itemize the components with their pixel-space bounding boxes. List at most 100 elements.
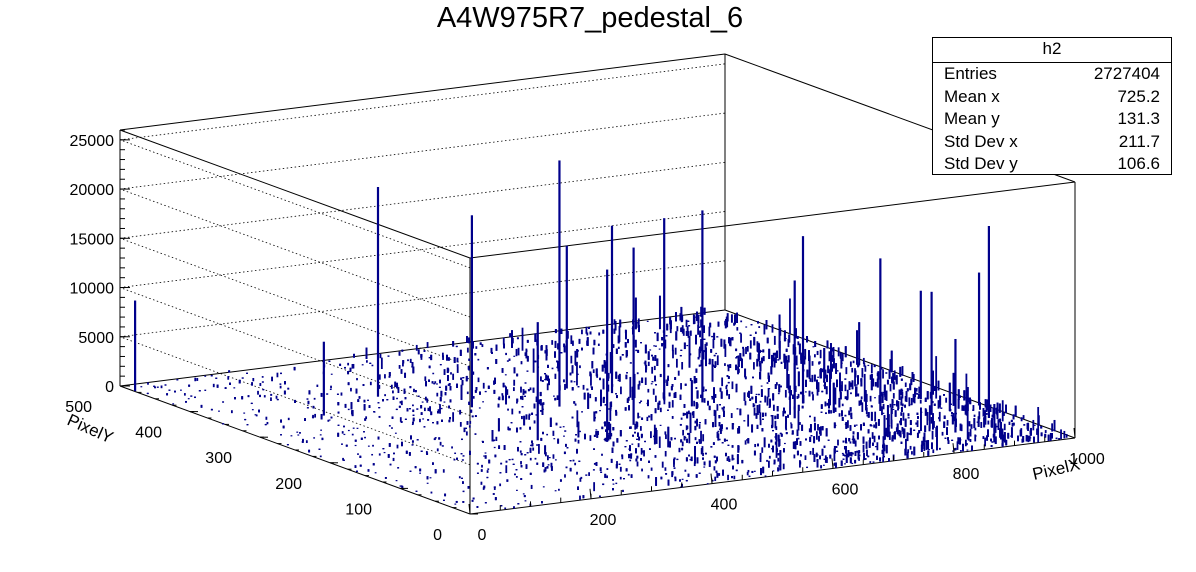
noise-bar bbox=[679, 479, 681, 482]
noise-bar bbox=[792, 441, 795, 449]
noise-bar bbox=[392, 457, 395, 462]
noise-bar bbox=[835, 363, 838, 374]
noise-bar bbox=[468, 337, 471, 344]
noise-bar bbox=[673, 467, 676, 469]
noise-bar bbox=[860, 424, 862, 431]
noise-bar bbox=[713, 332, 716, 340]
noise-bar bbox=[565, 466, 568, 469]
noise-bar bbox=[258, 409, 260, 413]
noise-bar bbox=[576, 361, 578, 386]
noise-bar bbox=[615, 393, 617, 395]
noise-bar bbox=[690, 456, 693, 462]
noise-bar bbox=[797, 371, 800, 387]
noise-bar bbox=[872, 452, 875, 456]
noise-bar bbox=[200, 404, 203, 408]
noise-bar bbox=[1040, 426, 1043, 429]
noise-bar bbox=[542, 462, 545, 467]
noise-bar bbox=[937, 400, 940, 409]
noise-bar bbox=[787, 355, 790, 363]
noise-bar bbox=[933, 421, 935, 428]
noise-bar bbox=[437, 411, 439, 414]
noise-bar bbox=[474, 415, 477, 418]
noise-bar bbox=[581, 329, 583, 335]
noise-bar bbox=[508, 395, 511, 399]
noise-bar bbox=[813, 454, 816, 462]
noise-bar bbox=[909, 420, 912, 426]
noise-bar bbox=[932, 413, 934, 430]
noise-bar bbox=[987, 420, 990, 425]
noise-bar bbox=[271, 376, 274, 382]
noise-bar bbox=[655, 477, 658, 486]
noise-bar bbox=[673, 465, 675, 467]
noise-bar bbox=[950, 403, 952, 405]
noise-bar bbox=[727, 457, 730, 459]
noise-bar bbox=[956, 441, 959, 450]
noise-bar bbox=[686, 425, 689, 429]
noise-bar bbox=[774, 426, 777, 429]
noise-bar bbox=[615, 371, 618, 379]
noise-bar bbox=[629, 376, 632, 398]
noise-bar bbox=[722, 469, 724, 476]
noise-bar bbox=[796, 336, 799, 339]
noise-bar bbox=[520, 396, 522, 400]
noise-bar bbox=[591, 386, 593, 390]
noise-bar bbox=[521, 395, 524, 401]
noise-bar bbox=[749, 334, 752, 336]
noise-bar bbox=[758, 344, 761, 361]
noise-bar bbox=[774, 420, 777, 429]
noise-bar bbox=[287, 417, 290, 421]
noise-bar bbox=[680, 417, 683, 420]
noise-bar bbox=[697, 314, 700, 323]
noise-bar bbox=[517, 503, 520, 505]
noise-bar bbox=[391, 427, 393, 429]
noise-bar bbox=[976, 421, 979, 423]
noise-bar bbox=[928, 425, 931, 432]
noise-bar bbox=[188, 384, 191, 387]
noise-bar bbox=[233, 387, 236, 389]
noise-bar bbox=[255, 414, 258, 417]
noise-bar bbox=[720, 338, 723, 347]
noise-bar bbox=[501, 368, 504, 373]
noise-bar bbox=[725, 316, 728, 327]
noise-bar bbox=[497, 398, 500, 400]
noise-bar bbox=[728, 337, 730, 344]
noise-bar bbox=[861, 368, 864, 378]
noise-bar bbox=[718, 473, 721, 476]
noise-bar bbox=[454, 503, 457, 505]
noise-bar bbox=[428, 379, 430, 382]
noise-bar bbox=[498, 445, 501, 449]
noise-bar bbox=[514, 473, 516, 476]
noise-bar bbox=[844, 414, 847, 417]
noise-bar bbox=[924, 408, 927, 416]
noise-bar bbox=[822, 367, 825, 370]
noise-bar bbox=[768, 443, 770, 448]
noise-bar bbox=[440, 407, 443, 410]
noise-bar bbox=[851, 367, 854, 373]
noise-bar bbox=[694, 437, 697, 441]
noise-bar bbox=[425, 381, 427, 387]
noise-bar bbox=[718, 422, 721, 427]
noise-bar bbox=[817, 382, 820, 392]
noise-bar bbox=[881, 393, 884, 398]
noise-bar bbox=[735, 384, 738, 387]
noise-bar bbox=[931, 430, 934, 440]
noise-bar bbox=[654, 355, 657, 361]
noise-bar bbox=[259, 383, 262, 387]
noise-bar bbox=[646, 416, 649, 422]
noise-bar bbox=[520, 453, 523, 456]
z-tick-label: 15000 bbox=[70, 231, 115, 248]
noise-bar bbox=[609, 402, 612, 410]
noise-bar bbox=[468, 358, 471, 361]
noise-bar bbox=[968, 397, 971, 403]
noise-bar bbox=[892, 381, 895, 390]
spike-bar bbox=[663, 218, 666, 401]
noise-bar bbox=[876, 455, 878, 461]
noise-bar bbox=[432, 422, 434, 424]
noise-bar bbox=[771, 354, 773, 365]
noise-bar bbox=[719, 428, 722, 431]
noise-bar bbox=[759, 349, 761, 353]
noise-bar bbox=[439, 379, 441, 384]
noise-bar bbox=[439, 397, 442, 402]
noise-bar bbox=[901, 403, 904, 407]
noise-bar bbox=[882, 391, 885, 393]
